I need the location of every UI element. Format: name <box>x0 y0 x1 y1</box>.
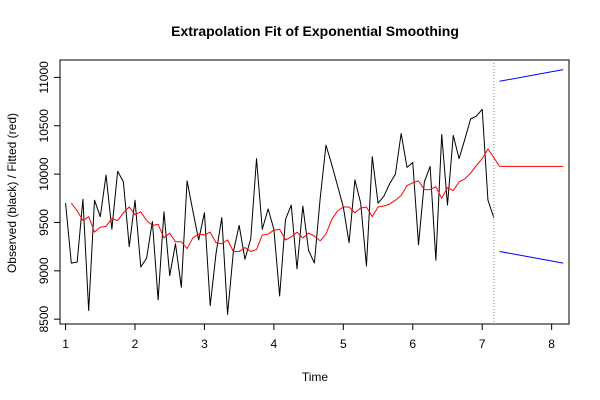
x-tick-label: 5 <box>340 337 347 351</box>
y-tick-label: 11000 <box>37 61 51 94</box>
y-tick-label: 8500 <box>37 305 51 332</box>
series-line-upper <box>499 69 564 82</box>
x-tick-label: 6 <box>409 337 416 351</box>
x-tick-label: 3 <box>201 337 208 351</box>
series-line-lower <box>499 250 564 264</box>
series-line-observed <box>65 108 495 315</box>
y-tick-label: 10500 <box>37 109 51 143</box>
y-tick-label: 9000 <box>37 257 51 284</box>
x-tick-label: 4 <box>271 337 278 351</box>
plot-frame <box>59 59 570 325</box>
x-tick-label: 2 <box>132 337 139 351</box>
x-tick-label: 7 <box>479 337 486 351</box>
y-axis: 8500 9000 9500 10000 10500 11000 <box>37 61 61 333</box>
y-tick-label: 10000 <box>37 157 51 191</box>
y-tick-label: 9500 <box>37 209 51 236</box>
x-tick-label: 1 <box>62 337 69 351</box>
x-axis-label: Time <box>302 370 329 384</box>
series-layer <box>65 60 564 324</box>
x-tick-label: 8 <box>548 337 555 351</box>
series-line-fitted <box>70 148 500 252</box>
x-axis: 1 2 3 4 5 6 7 8 <box>62 323 555 351</box>
chart-title: Extrapolation Fit of Exponential Smoothi… <box>171 23 459 39</box>
y-axis-label: Observed (black) / Fitted (red) <box>5 113 19 273</box>
